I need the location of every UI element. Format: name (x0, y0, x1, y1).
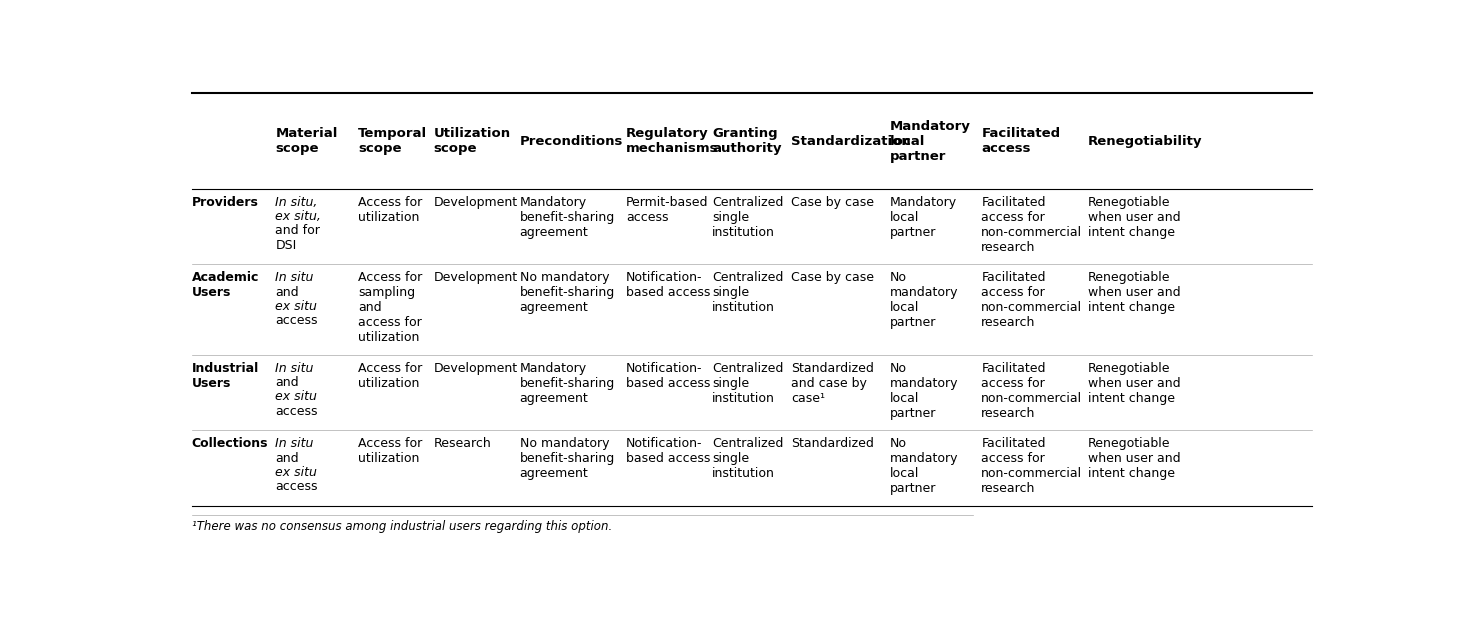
Text: Granting
authority: Granting authority (712, 127, 781, 155)
Text: Mandatory
local
partner: Mandatory local partner (889, 196, 956, 239)
Text: In situ: In situ (276, 437, 314, 450)
Text: Access for
utilization: Access for utilization (358, 362, 422, 390)
Text: Mandatory
local
partner: Mandatory local partner (889, 119, 971, 163)
Text: Notification-
based access: Notification- based access (626, 271, 711, 300)
Text: Facilitated
access for
non-commercial
research: Facilitated access for non-commercial re… (981, 362, 1082, 420)
Text: DSI: DSI (276, 239, 296, 252)
Text: Development: Development (434, 271, 518, 284)
Text: Case by case: Case by case (791, 271, 875, 284)
Text: In situ: In situ (276, 271, 314, 284)
Text: and: and (276, 285, 299, 298)
Text: Mandatory
benefit-sharing
agreement: Mandatory benefit-sharing agreement (520, 196, 615, 239)
Text: Facilitated
access: Facilitated access (981, 127, 1060, 155)
Text: Academic
Users: Academic Users (191, 271, 258, 300)
Text: Permit-based
access: Permit-based access (626, 196, 708, 224)
Text: Case by case: Case by case (791, 196, 875, 209)
Text: Facilitated
access for
non-commercial
research: Facilitated access for non-commercial re… (981, 271, 1082, 329)
Text: ¹There was no consensus among industrial users regarding this option.: ¹There was no consensus among industrial… (191, 520, 612, 533)
Text: Access for
sampling
and
access for
utilization: Access for sampling and access for utili… (358, 271, 422, 344)
Text: Utilization
scope: Utilization scope (434, 127, 511, 155)
Text: and: and (276, 452, 299, 465)
Text: In situ: In situ (276, 362, 314, 375)
Text: Facilitated
access for
non-commercial
research: Facilitated access for non-commercial re… (981, 437, 1082, 495)
Text: No
mandatory
local
partner: No mandatory local partner (889, 437, 958, 495)
Text: Development: Development (434, 196, 518, 209)
Text: access: access (276, 480, 318, 493)
Text: Renegotiable
when user and
intent change: Renegotiable when user and intent change (1088, 196, 1180, 239)
Text: Temporal
scope: Temporal scope (358, 127, 426, 155)
Text: Notification-
based access: Notification- based access (626, 437, 711, 465)
Text: No mandatory
benefit-sharing
agreement: No mandatory benefit-sharing agreement (520, 271, 615, 314)
Text: Preconditions: Preconditions (520, 134, 623, 147)
Text: No mandatory
benefit-sharing
agreement: No mandatory benefit-sharing agreement (520, 437, 615, 480)
Text: Centralized
single
institution: Centralized single institution (712, 271, 784, 314)
Text: access: access (276, 314, 318, 327)
Text: Notification-
based access: Notification- based access (626, 362, 711, 390)
Text: and for: and for (276, 225, 320, 238)
Text: Industrial
Users: Industrial Users (191, 362, 258, 390)
Text: ex situ: ex situ (276, 466, 317, 479)
Text: No
mandatory
local
partner: No mandatory local partner (889, 362, 958, 420)
Text: Standardized
and case by
case¹: Standardized and case by case¹ (791, 362, 875, 405)
Text: Mandatory
benefit-sharing
agreement: Mandatory benefit-sharing agreement (520, 362, 615, 405)
Text: Material
scope: Material scope (276, 127, 337, 155)
Text: Facilitated
access for
non-commercial
research: Facilitated access for non-commercial re… (981, 196, 1082, 254)
Text: ex situ,: ex situ, (276, 210, 321, 223)
Text: Renegotiable
when user and
intent change: Renegotiable when user and intent change (1088, 437, 1180, 480)
Text: ex situ: ex situ (276, 300, 317, 313)
Text: Centralized
single
institution: Centralized single institution (712, 196, 784, 239)
Text: Centralized
single
institution: Centralized single institution (712, 437, 784, 480)
Text: Renegotiability: Renegotiability (1088, 134, 1202, 147)
Text: Access for
utilization: Access for utilization (358, 196, 422, 224)
Text: Renegotiable
when user and
intent change: Renegotiable when user and intent change (1088, 271, 1180, 314)
Text: Collections: Collections (191, 437, 269, 450)
Text: Renegotiable
when user and
intent change: Renegotiable when user and intent change (1088, 362, 1180, 405)
Text: Regulatory
mechanisms: Regulatory mechanisms (626, 127, 718, 155)
Text: Providers: Providers (191, 196, 258, 209)
Text: and: and (276, 376, 299, 389)
Text: access: access (276, 405, 318, 418)
Text: Centralized
single
institution: Centralized single institution (712, 362, 784, 405)
Text: Access for
utilization: Access for utilization (358, 437, 422, 465)
Text: Development: Development (434, 362, 518, 375)
Text: No
mandatory
local
partner: No mandatory local partner (889, 271, 958, 329)
Text: Standardization: Standardization (791, 134, 911, 147)
Text: ex situ: ex situ (276, 391, 317, 404)
Text: In situ,: In situ, (276, 196, 318, 209)
Text: Research: Research (434, 437, 492, 450)
Text: Standardized: Standardized (791, 437, 875, 450)
